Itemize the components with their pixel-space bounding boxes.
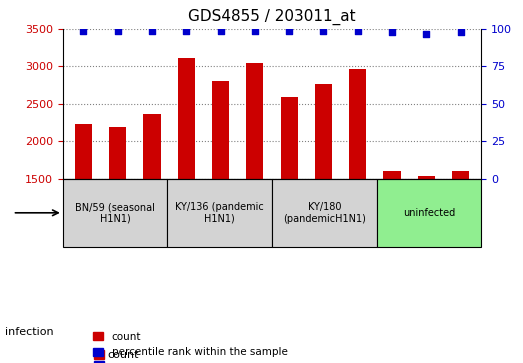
Text: infection: infection bbox=[5, 327, 58, 337]
Point bbox=[422, 30, 430, 36]
Bar bbox=[75, 124, 92, 291]
FancyBboxPatch shape bbox=[63, 179, 167, 247]
Point bbox=[319, 28, 327, 33]
Bar bbox=[280, 97, 298, 291]
Bar bbox=[315, 84, 332, 291]
Bar bbox=[143, 114, 161, 291]
FancyBboxPatch shape bbox=[167, 179, 272, 247]
Point bbox=[457, 29, 465, 35]
FancyBboxPatch shape bbox=[272, 179, 377, 247]
Bar bbox=[452, 171, 469, 291]
Text: KY/180
(pandemicH1N1): KY/180 (pandemicH1N1) bbox=[283, 202, 366, 224]
Legend: count, percentile rank within the sample: count, percentile rank within the sample bbox=[89, 328, 292, 362]
Point bbox=[217, 28, 225, 33]
Point bbox=[182, 28, 190, 33]
Bar bbox=[383, 171, 401, 291]
Bar bbox=[246, 64, 264, 291]
Point bbox=[79, 28, 87, 33]
Title: GDS4855 / 203011_at: GDS4855 / 203011_at bbox=[188, 9, 356, 25]
Point bbox=[113, 28, 122, 33]
Bar bbox=[418, 176, 435, 291]
Point bbox=[354, 28, 362, 33]
Bar bbox=[178, 58, 195, 291]
Text: BN/59 (seasonal
H1N1): BN/59 (seasonal H1N1) bbox=[75, 202, 155, 224]
Bar bbox=[212, 81, 229, 291]
Point bbox=[147, 28, 156, 33]
Bar bbox=[349, 69, 366, 291]
Point bbox=[251, 28, 259, 33]
Text: count: count bbox=[107, 350, 139, 360]
Text: uninfected: uninfected bbox=[403, 208, 455, 218]
Text: KY/136 (pandemic
H1N1): KY/136 (pandemic H1N1) bbox=[175, 202, 264, 224]
Point bbox=[285, 28, 293, 33]
Point bbox=[388, 29, 396, 35]
FancyBboxPatch shape bbox=[377, 179, 481, 247]
Bar bbox=[109, 127, 126, 291]
